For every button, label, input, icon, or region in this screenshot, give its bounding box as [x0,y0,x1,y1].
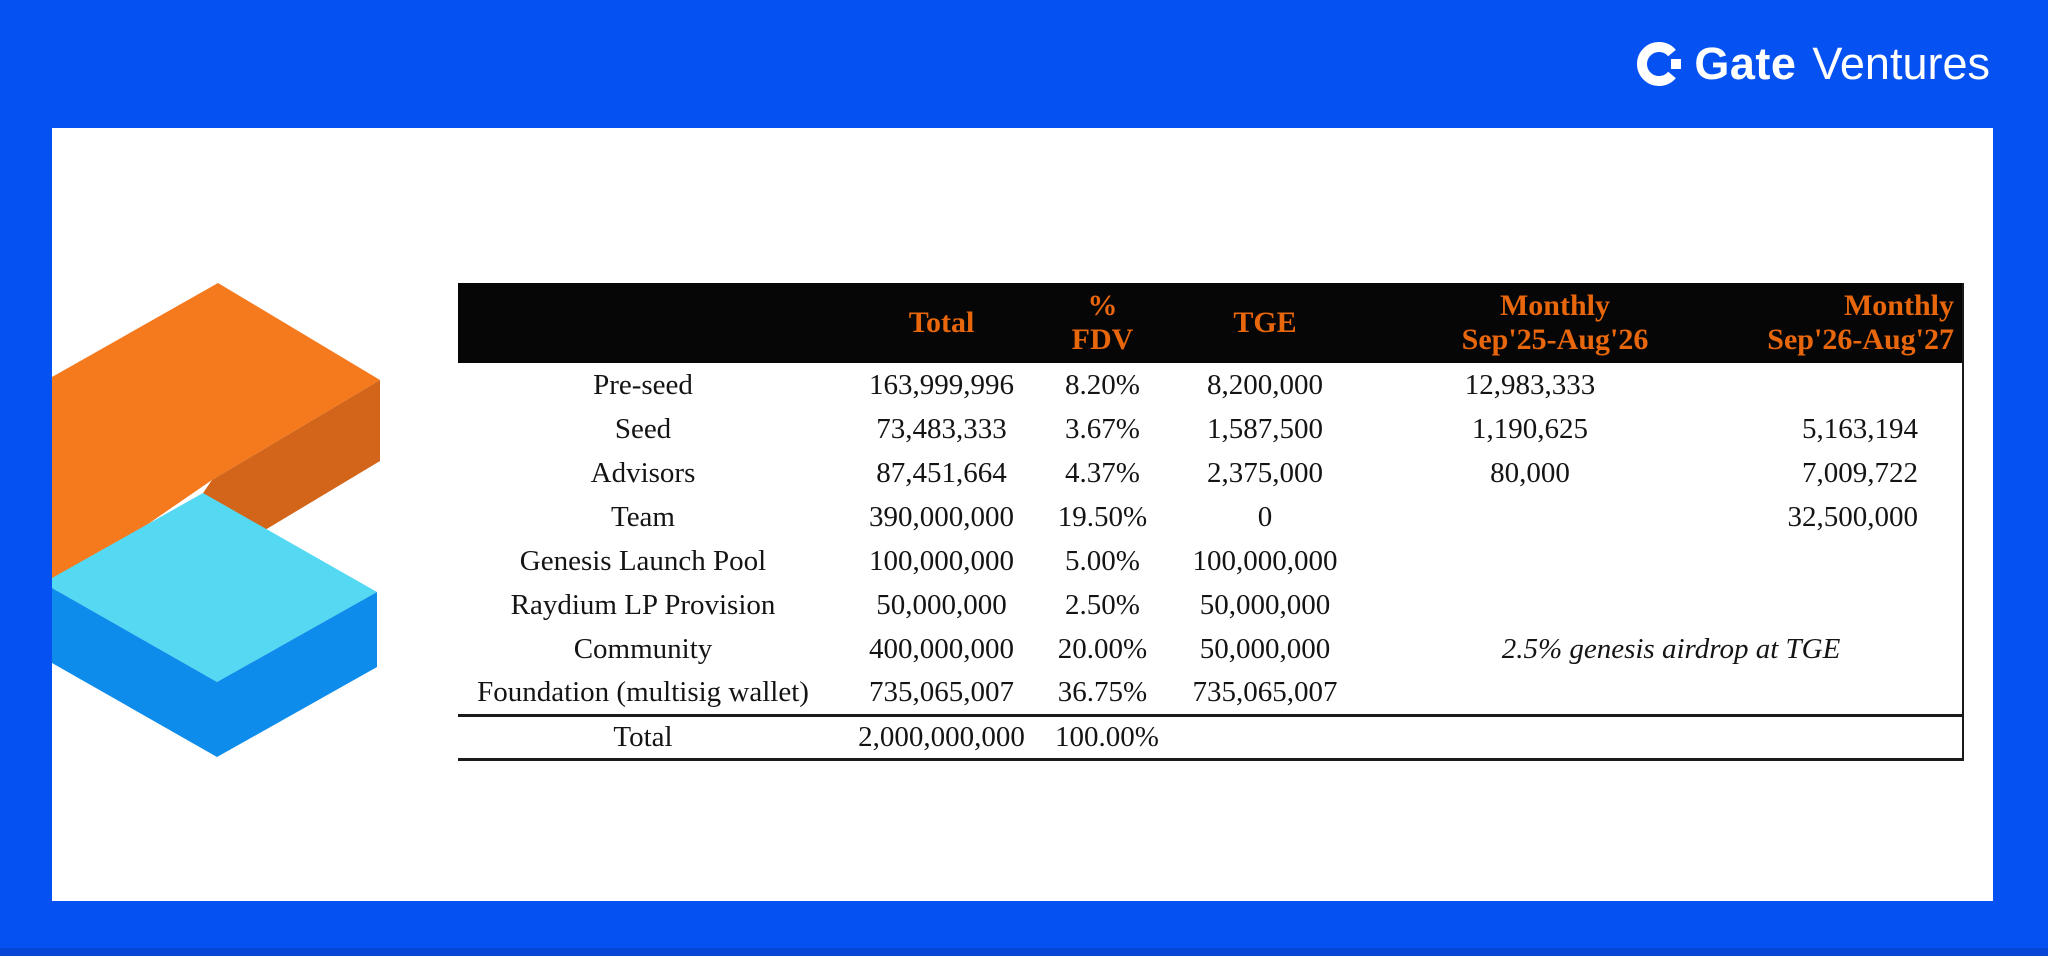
bottom-accent-strip [0,948,2048,956]
token-logo-3d [52,283,380,757]
cell-label: Raydium LP Provision [510,588,776,621]
table-row-pre-seed: Pre-seed 163,999,996 8.20% 8,200,000 12,… [458,363,1963,407]
table-row-foundation: Foundation (multisig wallet) 735,065,007… [458,671,1963,715]
cell-label: Team [611,500,675,533]
cell-total: 390,000,000 [869,500,1014,533]
cell-tge: 100,000,000 [1192,544,1338,577]
cell-tge: 50,000,000 [1199,588,1331,621]
cell-label: Seed [614,412,672,445]
table-row-total: Total 2,000,000,000 100.00% [458,713,1963,759]
cell-total-monthly-1 [1380,713,1680,759]
vesting-table: Total % FDV TGE Monthly Sep'25-Aug'26 Mo… [458,283,1964,761]
cell-tge: 0 [1257,500,1273,533]
cell-monthly-2 [1680,583,1963,627]
cell-fdv: 3.67% [1065,412,1140,445]
cell-monthly-1 [1380,495,1680,539]
cell-monthly-2 [1680,671,1963,715]
cell-monthly-2: 5,163,194 [1802,412,1918,445]
col-header-total: Total [828,283,1055,363]
cell-monthly-1 [1380,539,1680,583]
brand-ventures-text: Ventures [1812,38,1990,89]
table-row-raydium-lp-provision: Raydium LP Provision 50,000,000 2.50% 50… [458,583,1963,627]
cell-total: 87,451,664 [876,456,1007,489]
cell-monthly-1: 80,000 [1490,456,1570,489]
cell-fdv: 20.00% [1057,632,1148,665]
col-header-blank [458,283,828,363]
cell-tge: 8,200,000 [1207,368,1323,401]
cell-total: 100,000,000 [869,544,1014,577]
col-header-monthly-2: Monthly Sep'26-Aug'27 [1680,283,1963,363]
table-row-genesis-launch-pool: Genesis Launch Pool 100,000,000 5.00% 10… [458,539,1963,583]
cyan-top-face [52,493,377,682]
cell-total: 163,999,996 [869,368,1014,401]
cell-label: Foundation (multisig wallet) [477,675,809,708]
genesis-airdrop-note: 2.5% genesis airdrop at TGE [1501,632,1841,665]
cell-fdv: 8.20% [1065,368,1140,401]
header-row: Total % FDV TGE Monthly Sep'25-Aug'26 Mo… [458,283,1963,363]
blue-side-face [52,588,377,757]
cell-total-label: Total [458,713,828,759]
cell-total-fdv: 100.00% [1055,713,1159,759]
cell-label: Genesis Launch Pool [519,544,767,577]
cell-total: 400,000,000 [869,632,1014,665]
cell-total-sum: 2,000,000,000 [828,713,1055,759]
cell-fdv: 4.37% [1065,456,1140,489]
content-panel: Total % FDV TGE Monthly Sep'25-Aug'26 Mo… [52,128,1993,901]
col-header-monthly-1: Monthly Sep'25-Aug'26 [1380,283,1680,363]
table-row-advisors: Advisors 87,451,664 4.37% 2,375,000 80,0… [458,451,1963,495]
cell-tge: 735,065,007 [1192,675,1338,708]
cell-total: 50,000,000 [876,588,1007,621]
cell-monthly-2: 7,009,722 [1802,456,1918,489]
cell-fdv: 5.00% [1065,544,1140,577]
orange-top-face [52,283,380,590]
cell-total: 735,065,007 [869,675,1014,708]
cell-monthly-2 [1680,363,1963,407]
cell-monthly-2 [1680,539,1963,583]
cell-monthly-1: 12,983,333 [1464,368,1596,401]
cell-label: Advisors [590,456,696,489]
cell-fdv: 36.75% [1057,675,1148,708]
cell-tge: 1,587,500 [1207,412,1323,445]
cell-fdv: 2.50% [1065,588,1140,621]
cell-monthly-2: 32,500,000 [1787,500,1919,533]
brand-gate-text: Gate [1694,38,1797,89]
table-row-seed: Seed 73,483,333 3.67% 1,587,500 1,190,62… [458,407,1963,451]
cell-monthly-1: 1,190,625 [1472,412,1588,445]
cell-tge: 50,000,000 [1199,632,1331,665]
cell-fdv: 19.50% [1057,500,1148,533]
gate-ventures-logo: Gate Ventures [1636,38,1990,90]
top-bar: Gate Ventures [0,0,2048,128]
cell-label: Community [573,632,713,665]
orange-side-face [201,380,380,530]
cell-total-monthly-2 [1680,713,1963,759]
gate-logo-icon [1637,42,1682,86]
cell-label: Pre-seed [593,368,693,401]
table-row-team: Team 390,000,000 19.50% 0 32,500,000 [458,495,1963,539]
col-header-fdv: % FDV [1055,283,1150,363]
table-row-community: Community 400,000,000 20.00% 50,000,000 … [458,627,1963,671]
cell-total: 73,483,333 [876,412,1007,445]
cell-monthly-1 [1380,671,1680,715]
cell-monthly-1 [1380,583,1680,627]
cell-tge: 2,375,000 [1207,456,1323,489]
cell-total-tge [1150,713,1380,759]
col-header-tge: TGE [1150,283,1380,363]
